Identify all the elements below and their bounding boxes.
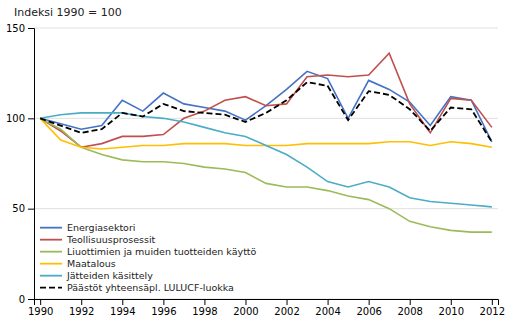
legend-swatch [40,287,62,289]
tick: 1998 [192,299,217,317]
tick-label: 1998 [192,306,217,317]
legend-swatch [40,239,62,241]
legend-label: Teollisuusprosessit [66,234,156,245]
tick: 2006 [356,299,381,317]
legend-label: Liuottimien ja muiden tuotteiden käyttö [67,246,257,257]
legend-item: Päästöt yhteensäpl. LULUCF-luokka [40,282,234,293]
legend-label: Jätteiden käsittely [66,270,153,281]
grid-line [34,28,498,29]
tick-mark [328,299,329,305]
series-line [40,82,492,142]
tick-mark [28,299,34,300]
grid-line [34,118,498,119]
lines [40,53,492,232]
grid-line [34,208,498,209]
legend-label: Päästöt yhteensäpl. LULUCF-luokka [67,282,234,293]
tick: 150 [6,23,34,34]
tick: 100 [6,113,34,124]
legend-label: Energiasektori [67,222,135,233]
series-line [40,118,492,149]
series-line [40,118,492,232]
tick-mark [245,299,246,305]
tick: 1996 [151,299,176,317]
tick-mark [410,299,411,305]
tick: 2008 [397,299,422,317]
tick-label: 1990 [28,306,53,317]
tick: 2010 [439,299,464,317]
tick-label: 2012 [480,306,505,317]
tick-label: 150 [6,23,25,34]
x-axis: 1990 1992 1994 1996 1998 2000 2002 2004 2006 2008… [28,299,505,317]
tick-mark [40,299,41,305]
tick-mark [369,299,370,305]
legend-swatch [40,227,62,229]
tick: 50 [12,203,34,214]
tick-mark [163,299,164,305]
legend-swatch [40,263,62,265]
legend-item: Energiasektori [40,222,135,233]
tick: 1990 [28,299,53,317]
tick-mark [81,299,82,305]
legend-swatch [40,275,62,277]
tick-label: 50 [12,203,25,214]
legend-item: Liuottimien ja muiden tuotteiden käyttö [40,246,257,257]
tick-label: 2010 [439,306,464,317]
grid [34,28,498,299]
tick-mark [122,299,123,305]
tick-label: 2000 [233,306,258,317]
tick-mark [492,299,493,305]
tick-label: 2004 [315,306,340,317]
tick: 1994 [110,299,135,317]
tick-label: 1996 [151,306,176,317]
tick-mark [204,299,205,305]
tick-label: 2002 [274,306,299,317]
chart: 1990 1992 1994 1996 1998 2000 2002 2004 2006 2008… [0,0,512,323]
series-line [40,113,492,207]
tick: 2012 [480,299,505,317]
tick-label: 100 [6,113,25,124]
tick-mark [28,28,34,29]
tick: 0 [19,294,34,305]
legend-label: Maatalous [67,258,116,269]
tick-mark [287,299,288,305]
legend-item: Maatalous [40,258,116,269]
legend: EnergiasektoriTeollisuusprosessitLiuotti… [40,222,257,293]
axis-line [35,300,499,306]
y-axis-label: Indeksi 1990 = 100 [14,6,122,19]
tick-label: 0 [19,294,25,305]
series-line [40,53,492,147]
tick-label: 2008 [397,306,422,317]
tick: 2004 [315,299,340,317]
tick: 2000 [233,299,258,317]
tick: 1992 [69,299,94,317]
tick-mark [28,209,34,210]
tick-label: 2006 [356,306,381,317]
legend-item: Teollisuusprosessit [40,234,156,245]
axis-line [28,29,35,300]
tick: 2002 [274,299,299,317]
legend-item: Jätteiden käsittely [40,270,153,281]
tick-mark [28,118,34,119]
tick-label: 1992 [69,306,94,317]
y-axis: 0 50 100 150 [6,23,35,305]
legend-swatch [40,251,62,253]
series-line [40,71,492,141]
tick-mark [451,299,452,305]
plot: 1990 1992 1994 1996 1998 2000 2002 2004 2006 2008… [6,23,505,317]
tick-label: 1994 [110,306,135,317]
